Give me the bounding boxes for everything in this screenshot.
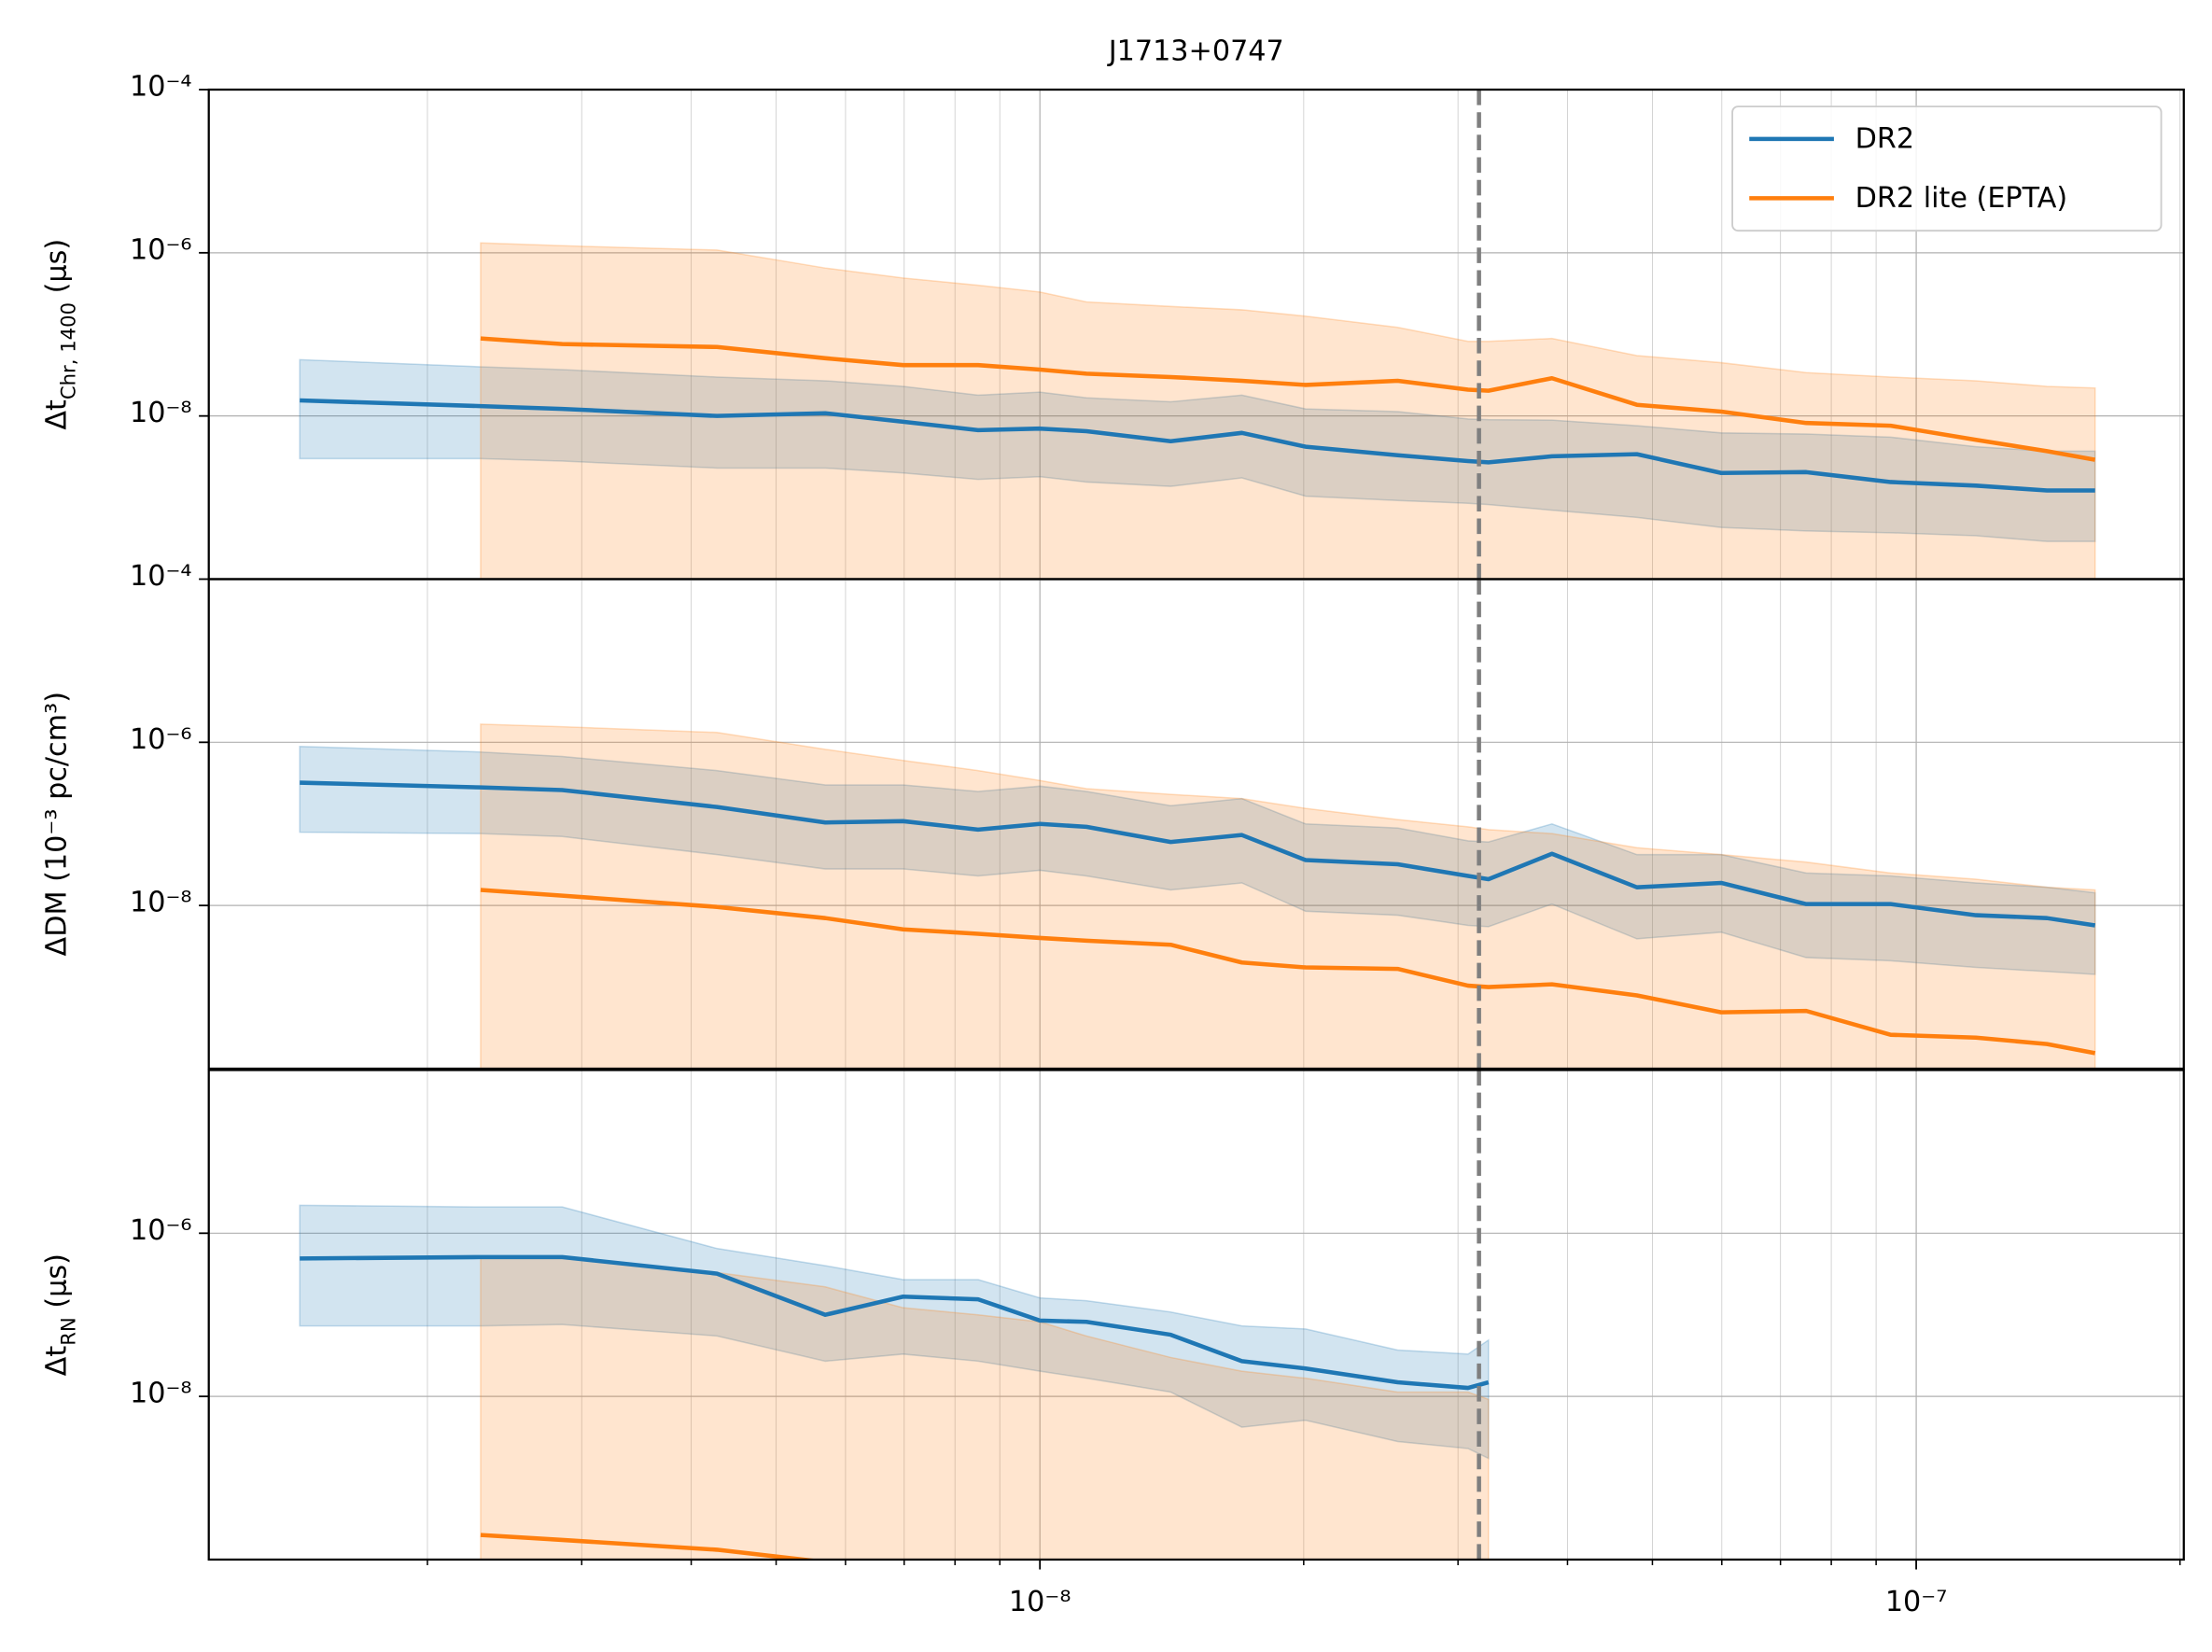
- plot-area: [299, 1204, 1490, 1560]
- y-tick-label: 10⁻⁸: [130, 1378, 192, 1410]
- y-tick-label: 10⁻⁶: [130, 1214, 192, 1247]
- confidence-band: [480, 242, 2096, 580]
- axes-frame: [207, 578, 2185, 1071]
- axes-frame: [207, 1069, 2185, 1561]
- x-tick-label: 10⁻⁷: [1885, 1586, 1948, 1618]
- y-tick-label: 10⁻⁴: [130, 70, 192, 103]
- y-tick-label: 10⁻⁸: [130, 397, 192, 429]
- confidence-band: [299, 745, 2096, 975]
- legend-label: DR2: [1855, 122, 1915, 155]
- confidence-band: [480, 1257, 1490, 1560]
- legend-box: [1731, 105, 2163, 232]
- line: [480, 1533, 822, 1560]
- y-tick-label: 10⁻⁴: [130, 560, 192, 593]
- confidence-band: [299, 1204, 1490, 1460]
- y-label-sub: Chr, 1400: [56, 302, 79, 399]
- line: [300, 1254, 1490, 1391]
- plot-area: [299, 242, 2096, 580]
- y-label-sub: RN: [56, 1317, 79, 1346]
- confidence-band: [480, 723, 2096, 1069]
- y-label-main: Δt: [40, 399, 73, 430]
- line: [300, 398, 2095, 493]
- y-label-unit: (μs): [40, 239, 73, 302]
- y-tick-label: 10⁻⁸: [130, 887, 192, 919]
- y-tick-label: 10⁻⁶: [130, 723, 192, 756]
- y-label-unit: (μs): [40, 1253, 73, 1317]
- line: [480, 336, 2096, 462]
- confidence-band: [299, 358, 2096, 542]
- y-axis-label: ΔtRN (μs): [40, 1253, 80, 1376]
- y-tick-label: 10⁻⁶: [130, 233, 192, 266]
- line: [300, 780, 2096, 928]
- x-tick-label: 10⁻⁸: [1009, 1586, 1071, 1618]
- y-axis-label: ΔtChr, 1400 (μs): [40, 239, 80, 430]
- y-label-main: ΔDM (10⁻³ pc/cm³): [40, 692, 73, 956]
- chart-title: J1713+0747: [1107, 35, 1284, 68]
- plot-area: [299, 723, 2096, 1069]
- legend-label: DR2 lite (EPTA): [1855, 182, 2068, 215]
- y-label-main: Δt: [40, 1346, 73, 1377]
- y-axis-label: ΔDM (10⁻³ pc/cm³): [40, 692, 73, 956]
- line: [480, 888, 2096, 1056]
